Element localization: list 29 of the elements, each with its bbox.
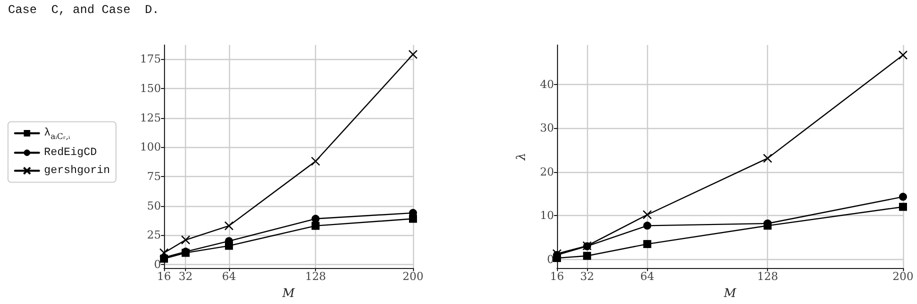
y-axis-title: λ [514,152,528,162]
y-tick-label: 100 [140,140,161,154]
x-tick-label: 64 [640,270,654,284]
y-tick-label: 40 [540,78,554,91]
y-tick-label: 150 [140,82,161,95]
y-tick-label: 125 [140,111,161,124]
legend-label: gershgorin [44,164,110,177]
y-tick-label: 0 [547,252,554,266]
x-tick-label: 64 [222,270,236,284]
x-tick-label: 200 [892,270,914,284]
legend-label: RedEigCD [44,146,98,159]
x-tick-label: 200 [402,270,424,284]
y-tick-label: 30 [540,122,554,135]
x-tick-label: 16 [157,270,171,284]
x-tick-label: 32 [178,270,193,284]
y-tick-label: 175 [140,52,161,66]
x-tick-label: 16 [550,270,564,284]
x-tick-label: 128 [757,270,778,284]
text: Case C, and Case D. [8,3,160,17]
y-tick-label: 50 [147,199,161,212]
y-tick-label: 10 [540,209,554,222]
x-tick-label: 32 [580,270,594,284]
x-axis-title: M [722,286,737,300]
x-tick-label: 128 [305,270,326,284]
y-tick-label: 75 [147,170,161,184]
y-tick-label: 20 [540,165,554,178]
y-tick-label: 0 [154,258,161,272]
y-tick-label: 25 [147,228,161,242]
x-axis-title: M [281,286,296,300]
